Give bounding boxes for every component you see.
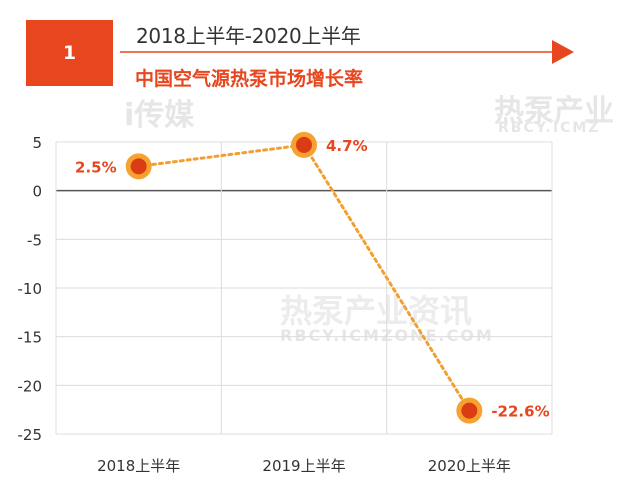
y-tick-label: -10 xyxy=(18,280,43,298)
y-tick-label: -5 xyxy=(27,231,42,249)
y-tick-label: 5 xyxy=(32,134,42,152)
data-point xyxy=(130,158,147,175)
x-tick-label: 2019上半年 xyxy=(262,457,345,475)
chart-title: 中国空气源热泵市场增长率 xyxy=(135,68,364,90)
y-tick-label: 0 xyxy=(32,183,42,201)
section-number-badge: 1 xyxy=(26,20,113,86)
watermark-brand-center: 热泵产业资讯 xyxy=(280,292,473,330)
watermark-brand-top-right: 热泵产业 xyxy=(494,94,614,129)
watermark-url-top-right: RBCY.ICMZ xyxy=(498,120,601,136)
x-tick-label: 2018上半年 xyxy=(97,457,180,475)
y-tick-label: -20 xyxy=(18,377,43,395)
header-arrow-icon xyxy=(552,40,574,64)
data-point xyxy=(296,136,312,153)
x-tick-label: 2020上半年 xyxy=(428,457,511,475)
y-tick-label: -15 xyxy=(18,329,43,347)
data-point xyxy=(461,402,478,419)
period-heading: 2018上半年-2020上半年 xyxy=(136,24,361,48)
data-label: -22.6% xyxy=(491,403,549,421)
watermark-url-center: RBCY.ICMZONE.COM xyxy=(280,326,494,345)
data-label: 2.5% xyxy=(75,158,117,176)
series-line xyxy=(137,143,471,413)
y-tick-label: -25 xyxy=(18,426,43,444)
data-label: 4.7% xyxy=(326,137,368,155)
watermark-brand-top-left: i传媒 xyxy=(124,98,195,133)
